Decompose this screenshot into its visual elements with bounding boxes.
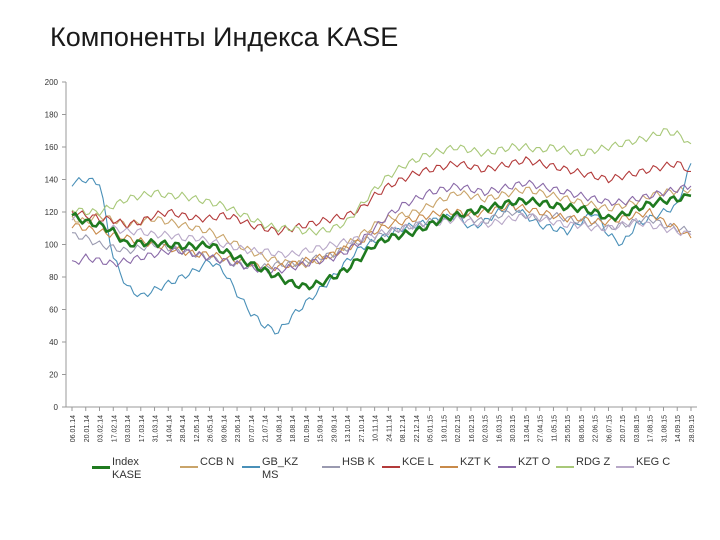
series-layer (71, 128, 692, 335)
x-tick-label: 19.01.15 (441, 415, 448, 442)
legend-swatch (242, 466, 260, 468)
y-tick-label: 80 (49, 273, 58, 282)
legend-label: KEG C (636, 456, 671, 468)
legend-label: CCB N (200, 456, 235, 468)
x-tick-label: 16.03.15 (496, 415, 503, 442)
x-tick-label: 07.07.14 (249, 415, 256, 442)
legend-swatch (322, 466, 340, 468)
x-tick-label: 04.08.14 (276, 415, 283, 442)
y-tick-label: 200 (45, 78, 59, 87)
legend-swatch (382, 466, 400, 468)
x-tick-label: 22.12.14 (414, 415, 421, 442)
x-tick-label: 10.11.14 (373, 415, 380, 442)
y-tick-label: 100 (45, 241, 59, 250)
x-tick-label: 28.09.15 (689, 415, 696, 442)
legend-label: KCE L (402, 456, 434, 468)
x-tick-label: 01.09.14 (304, 415, 311, 442)
legend-label: Index KASE (112, 456, 142, 481)
legend-swatch (616, 466, 634, 468)
x-tick-label: 08.06.15 (579, 415, 586, 442)
x-tick-label: 29.09.14 (331, 415, 338, 442)
x-tick-label: 14.04.14 (166, 415, 173, 442)
x-tick-label: 15.09.14 (318, 415, 325, 442)
series-line-gb-kz-ms (71, 163, 692, 335)
y-tick-label: 40 (49, 338, 58, 347)
series-line-keg-c (71, 212, 692, 259)
x-tick-label: 23.06.14 (235, 415, 242, 442)
x-tick-label: 20.07.15 (620, 415, 627, 442)
x-tick-label: 03.08.15 (634, 415, 641, 442)
x-tick-label: 17.02.14 (111, 415, 118, 442)
x-tick-label: 08.12.14 (400, 415, 407, 442)
legend-label: GB_KZ MS (262, 456, 299, 481)
x-tick-label: 17.03.14 (139, 415, 146, 442)
x-tick-label: 12.05.14 (194, 415, 201, 442)
legend-label: HSB K (342, 456, 376, 468)
x-tick-label: 24.11.14 (386, 415, 393, 442)
y-tick-label: 180 (45, 111, 59, 120)
x-tick-label: 28.04.14 (180, 415, 187, 442)
x-tick-label: 26.05.14 (208, 415, 215, 442)
legend-label: KZT O (518, 456, 551, 468)
x-tick-label: 21.07.14 (263, 415, 270, 442)
y-tick-label: 60 (49, 306, 58, 315)
legend-swatch (180, 466, 198, 468)
x-tick-label: 18.08.14 (290, 415, 297, 442)
series-line-kzt-k (71, 202, 692, 272)
x-tick-label: 05.01.15 (428, 415, 435, 442)
x-tick-label: 31.03.14 (153, 415, 160, 442)
x-tick-label: 03.03.14 (125, 415, 132, 442)
x-tick-label: 27.10.14 (359, 415, 366, 442)
x-tick-label: 06.07.15 (606, 415, 613, 442)
x-tick-label: 02.02.15 (455, 415, 462, 442)
legend-swatch (92, 466, 110, 469)
y-tick-label: 0 (54, 403, 59, 412)
y-tick-label: 140 (45, 176, 59, 185)
series-line-kce-l (71, 156, 692, 236)
y-axis: 0 20 40 60 80 100 120 140 160 180 200 (45, 78, 67, 412)
x-tick-label: 11.05.15 (551, 415, 558, 442)
series-line-rdg-z (71, 128, 692, 236)
y-tick-label: 160 (45, 143, 59, 152)
x-tick-label: 06.01.14 (70, 415, 77, 442)
chart-legend: Index KASE CCB N GB_KZ MS HSB K KCE L KZT K KZ… (92, 456, 692, 496)
y-tick-label: 20 (49, 371, 58, 380)
legend-label: KZT K (460, 456, 491, 468)
x-tick-label: 16.02.15 (469, 415, 476, 442)
x-tick-label: 02.03.15 (483, 415, 490, 442)
x-tick-label: 27.04.15 (538, 415, 545, 442)
x-tick-label: 30.03.15 (510, 415, 517, 442)
x-tick-label: 31.08.15 (661, 415, 668, 442)
x-tick-label: 13.04.15 (524, 415, 531, 442)
x-tick-label: 14.09.15 (675, 415, 682, 442)
legend-swatch (556, 466, 574, 468)
x-tick-label: 17.08.15 (648, 415, 655, 442)
legend-swatch (498, 466, 516, 468)
x-tick-label: 09.06.14 (221, 415, 228, 442)
x-tick-label: 20.01.14 (84, 415, 91, 442)
x-tick-label: 25.05.15 (565, 415, 572, 442)
x-tick-label: 22.06.15 (593, 415, 600, 442)
legend-label: RDG Z (576, 456, 611, 468)
series-line-kzt-o (71, 179, 692, 274)
legend-swatch (440, 466, 458, 468)
y-tick-label: 120 (45, 208, 59, 217)
series-line-index-kase (71, 193, 692, 291)
x-tick-label: 03.02.14 (98, 415, 105, 442)
x-tick-label: 13.10.14 (345, 415, 352, 442)
series-line-ccb-n (71, 186, 692, 269)
chart-title: Компоненты Индекса KASE (50, 22, 399, 52)
x-axis: 06.01.14 20.01.14 03.02.14 17.02.14 03.03.14… (66, 406, 697, 442)
